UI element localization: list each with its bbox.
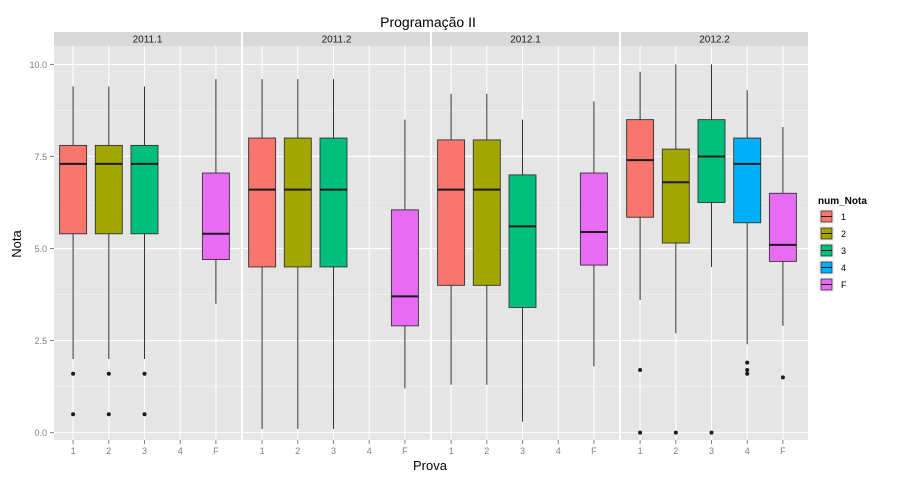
legend: num_Nota 1 2 3 4 F (817, 196, 867, 294)
box-2011.2-3 (319, 79, 348, 429)
outlier-point (142, 371, 147, 376)
y-tick-label: 0.0 (34, 428, 47, 438)
x-tick-label: 4 (745, 446, 750, 456)
legend-label: 2 (841, 229, 846, 239)
box-2012.2-1 (626, 71, 655, 435)
x-tick-label: 4 (367, 446, 372, 456)
box-2012.1-2 (472, 93, 501, 385)
facet-strip (432, 32, 619, 46)
box-body (94, 144, 123, 235)
box-body (508, 174, 537, 308)
box-body (319, 137, 348, 268)
y-tick-label: 2.5 (34, 336, 47, 346)
box-body (768, 192, 797, 262)
x-tick-label: 2 (673, 446, 678, 456)
outlier-point (745, 360, 750, 365)
facet-strip (54, 32, 241, 46)
box-2012.1-3 (508, 119, 537, 422)
outlier-point (745, 368, 750, 373)
outlier-point (673, 430, 678, 435)
x-tick-label: 1 (71, 446, 76, 456)
facet-strip (243, 32, 430, 46)
facet-strip-label: 2012.1 (510, 35, 541, 46)
x-tick-label: 1 (638, 446, 643, 456)
y-tick-label: 7.5 (34, 152, 47, 162)
outlier-point (106, 371, 111, 376)
y-axis-title: Nota (9, 230, 24, 258)
y-tick-label: 5.0 (34, 244, 47, 254)
x-tick-label: F (591, 446, 597, 456)
box-2011.2-F (390, 119, 419, 389)
x-tick-label: F (780, 446, 786, 456)
box-body (283, 137, 312, 268)
x-tick-label: 1 (449, 446, 454, 456)
outlier-point (106, 412, 111, 417)
x-tick-label: F (402, 446, 408, 456)
outlier-point (71, 371, 76, 376)
outlier-point (71, 412, 76, 417)
plot-area: 0.0 2.5 5.0 7.5 10.0 2011.1 1 2 3 4 F 2011.2 1 2 3 4 F 20… (29, 32, 808, 456)
legend-title: num_Nota (818, 196, 867, 207)
x-tick-label: 3 (331, 446, 336, 456)
legend-label: F (841, 280, 847, 290)
box-body (579, 172, 608, 266)
facet-strip-label: 2011.2 (322, 35, 352, 46)
legend-label: 3 (841, 246, 846, 256)
outlier-point (638, 368, 643, 373)
box-body (59, 144, 88, 235)
box-body (733, 137, 762, 224)
box-body (390, 209, 419, 327)
legend-label: 1 (841, 212, 846, 222)
box-body (661, 148, 690, 244)
facet-strip (621, 32, 808, 46)
facet-strip-label: 2011.1 (133, 35, 163, 46)
box-body (626, 119, 655, 218)
facet-strip-label: 2012.2 (699, 35, 730, 46)
chart-title: Programação II (380, 14, 476, 30)
box-2012.1-1 (437, 93, 466, 385)
outlier-point (745, 371, 750, 376)
box-2012.2-2 (661, 64, 690, 435)
box-2011.1-1 (59, 86, 88, 417)
outlier-point (780, 375, 785, 380)
x-axis-title: Prova (413, 458, 448, 473)
outlier-point (638, 430, 643, 435)
box-body (201, 172, 230, 261)
x-tick-label: 4 (556, 446, 561, 456)
x-tick-label: 1 (260, 446, 265, 456)
box-2011.2-2 (283, 79, 312, 429)
box-body (472, 139, 501, 286)
box-body (697, 119, 726, 203)
box-2011.1-2 (94, 86, 123, 417)
legend-label: 4 (841, 263, 846, 273)
box-2011.1-F (201, 79, 230, 304)
box-2012.1-F (579, 101, 608, 367)
box-2012.2-F (768, 127, 797, 380)
box-body (130, 144, 159, 235)
x-tick-label: 3 (520, 446, 525, 456)
box-body (248, 137, 277, 268)
outlier-point (709, 430, 714, 435)
box-body (437, 139, 466, 286)
y-tick-label: 10.0 (29, 60, 47, 70)
box-2011.1-3 (130, 86, 159, 417)
box-2012.2-3 (697, 64, 726, 435)
x-tick-label: 2 (295, 446, 300, 456)
outlier-point (142, 412, 147, 417)
x-tick-label: F (213, 446, 219, 456)
x-tick-label: 2 (484, 446, 489, 456)
box-2012.2-4 (733, 90, 762, 376)
x-tick-label: 2 (106, 446, 111, 456)
x-tick-label: 3 (142, 446, 147, 456)
box-2011.2-1 (248, 79, 277, 429)
x-tick-label: 4 (178, 446, 183, 456)
x-tick-label: 3 (709, 446, 714, 456)
